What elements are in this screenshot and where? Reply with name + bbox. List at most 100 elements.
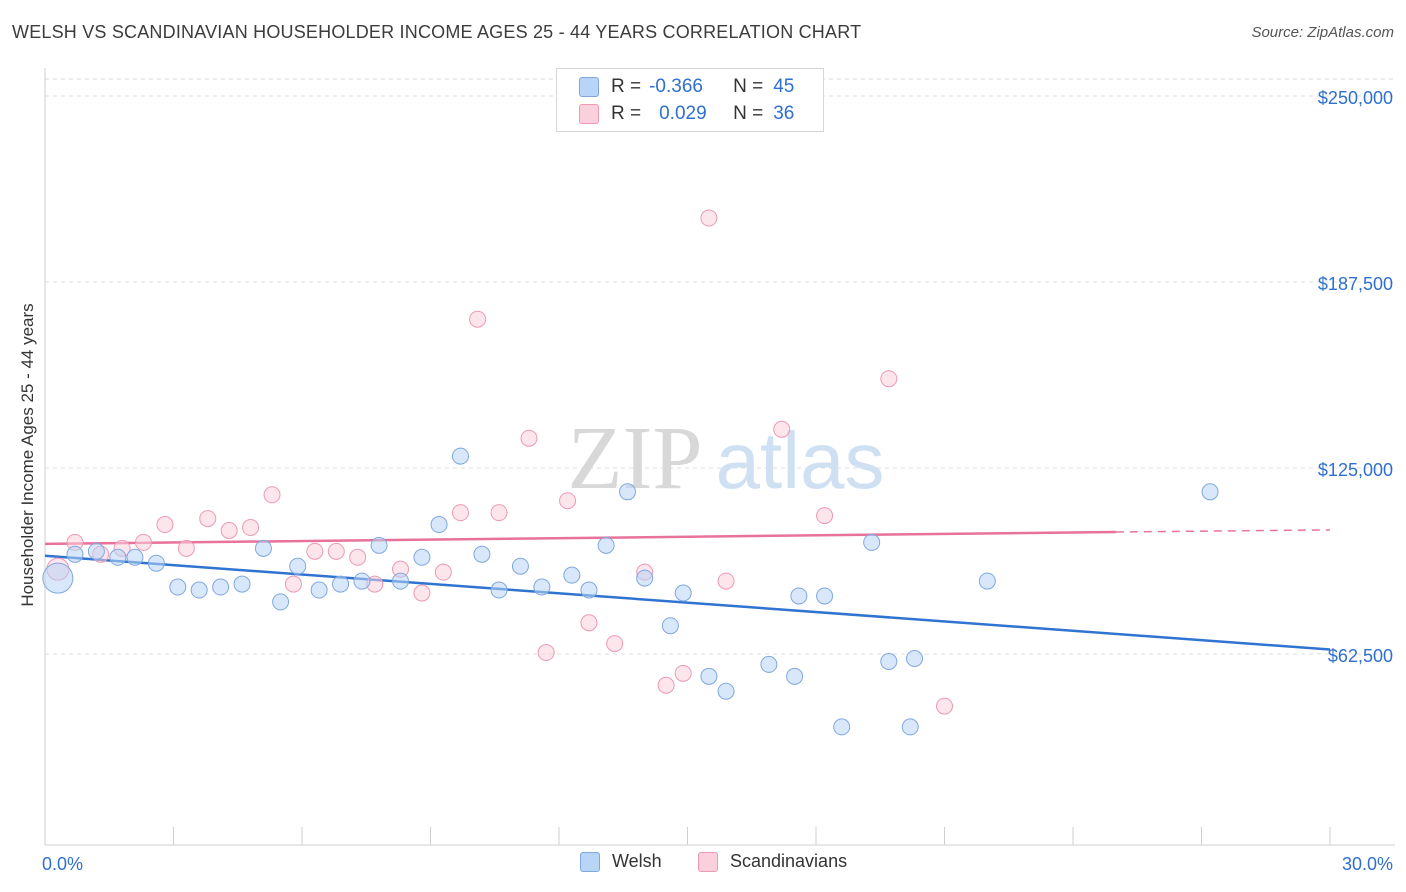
welsh-point bbox=[717, 682, 735, 700]
scandinavians-point bbox=[537, 644, 555, 662]
scandinavians-point bbox=[220, 521, 238, 539]
welsh-point bbox=[636, 569, 654, 587]
welsh-point bbox=[310, 581, 328, 599]
welsh-point bbox=[563, 566, 581, 584]
welsh-point bbox=[533, 578, 551, 596]
welsh-point bbox=[786, 667, 804, 685]
welsh-point bbox=[901, 718, 919, 736]
welsh-point bbox=[790, 587, 808, 605]
scandinavians-point bbox=[413, 584, 431, 602]
y-tick-label: $125,000 bbox=[1318, 460, 1393, 480]
r-label: R = bbox=[611, 76, 642, 97]
scandinavians-point bbox=[559, 492, 577, 510]
grid-layer bbox=[45, 78, 1395, 655]
welsh-point bbox=[332, 575, 350, 593]
scandinavians-point bbox=[306, 542, 324, 560]
scandinavians-point bbox=[327, 542, 345, 560]
legend-item-welsh[interactable]: Welsh bbox=[580, 851, 662, 872]
scandinavians-point bbox=[657, 676, 675, 694]
scandinavians-point bbox=[674, 664, 692, 682]
welsh-swatch bbox=[579, 77, 599, 97]
welsh-point bbox=[580, 581, 598, 599]
scandinavians-point bbox=[580, 614, 598, 632]
welsh-point bbox=[353, 572, 371, 590]
welsh-point bbox=[87, 542, 105, 560]
watermark: ZIP atlas bbox=[568, 409, 885, 508]
welsh-point bbox=[190, 581, 208, 599]
welsh-point bbox=[906, 649, 924, 667]
scandinavians-point bbox=[135, 533, 153, 551]
scandinavians-point bbox=[177, 539, 195, 557]
legend-label: Welsh bbox=[612, 851, 662, 871]
scandinavians-point bbox=[451, 504, 469, 522]
welsh-point bbox=[109, 548, 127, 566]
n-value: 36 bbox=[773, 103, 795, 124]
welsh-point bbox=[430, 516, 448, 534]
scandinavians-swatch bbox=[698, 851, 718, 872]
y-tick-label: $250,000 bbox=[1318, 88, 1393, 108]
scandinavians-point bbox=[490, 504, 508, 522]
welsh-point bbox=[370, 536, 388, 554]
r-value: -0.366 bbox=[649, 76, 703, 97]
scandinavians-point bbox=[717, 572, 735, 590]
welsh-point bbox=[451, 447, 469, 465]
source-label: Source: ZipAtlas.com bbox=[1251, 24, 1394, 41]
n-label: N = bbox=[733, 103, 764, 124]
welsh-point bbox=[700, 667, 718, 685]
scandinavians-point bbox=[434, 563, 452, 581]
welsh-point bbox=[272, 593, 290, 611]
welsh-swatch bbox=[580, 851, 600, 872]
scandinavians-point bbox=[700, 209, 718, 227]
welsh-trend-line bbox=[44, 554, 1331, 651]
legend-item-scandinavians[interactable]: Scandinavians bbox=[698, 851, 847, 872]
r-value: 0.029 bbox=[659, 103, 707, 124]
scandinavians-swatch bbox=[579, 104, 599, 124]
welsh-point bbox=[392, 572, 410, 590]
scandinavians-trend-extension bbox=[1115, 529, 1331, 533]
welsh-point bbox=[66, 545, 84, 563]
y-tick-label: $187,500 bbox=[1318, 274, 1393, 294]
scandinavians-point bbox=[199, 510, 217, 528]
legend-row-welsh: R = -0.366 N = 45 bbox=[579, 74, 794, 100]
n-label: N = bbox=[733, 76, 764, 97]
x-tick-label: 30.0% bbox=[1342, 854, 1393, 874]
scandinavians-point bbox=[936, 697, 953, 715]
scandinavians-point bbox=[773, 420, 791, 438]
scandinavians-point bbox=[606, 635, 624, 653]
axes-layer: $250,000 $187,500 $125,000 $62,500 0.0% 30.0% bbox=[42, 68, 1395, 874]
welsh-point bbox=[289, 557, 307, 575]
welsh-point bbox=[126, 548, 144, 566]
welsh-point bbox=[233, 575, 251, 593]
welsh-point bbox=[511, 557, 529, 575]
scandinavians-point bbox=[880, 370, 898, 388]
scandinavians-point bbox=[520, 429, 538, 447]
welsh-point bbox=[978, 572, 996, 590]
legend-row-scandinavians: R = 0.029 N = 36 bbox=[579, 101, 794, 127]
stats-legend: R = -0.366 N = 45 R = 0.029 N = 36 bbox=[556, 68, 824, 132]
scandinavians-point bbox=[816, 507, 834, 525]
y-tick-label: $62,500 bbox=[1328, 646, 1393, 666]
welsh-point bbox=[833, 718, 851, 736]
welsh-point bbox=[863, 533, 881, 551]
scandinavians-point bbox=[263, 486, 281, 504]
scandinavians-point bbox=[349, 548, 367, 566]
welsh-point bbox=[1201, 483, 1219, 501]
welsh-point bbox=[490, 581, 508, 599]
welsh-point bbox=[661, 617, 679, 635]
watermark-atlas: atlas bbox=[716, 416, 885, 505]
x-tick-label: 0.0% bbox=[42, 854, 83, 874]
welsh-point bbox=[212, 578, 230, 596]
welsh-point bbox=[674, 584, 692, 602]
welsh-point bbox=[413, 548, 431, 566]
scandinavians-point bbox=[284, 575, 302, 593]
points-layer bbox=[42, 209, 1219, 736]
welsh-point bbox=[42, 562, 74, 594]
chart-title: WELSH VS SCANDINAVIAN HOUSEHOLDER INCOME… bbox=[12, 22, 862, 42]
scandinavians-trend-line bbox=[44, 530, 1116, 546]
r-label: R = bbox=[611, 103, 642, 124]
scandinavians-point bbox=[242, 519, 260, 537]
scandinavians-point bbox=[156, 516, 174, 534]
welsh-point bbox=[619, 483, 637, 501]
welsh-point bbox=[473, 545, 491, 563]
